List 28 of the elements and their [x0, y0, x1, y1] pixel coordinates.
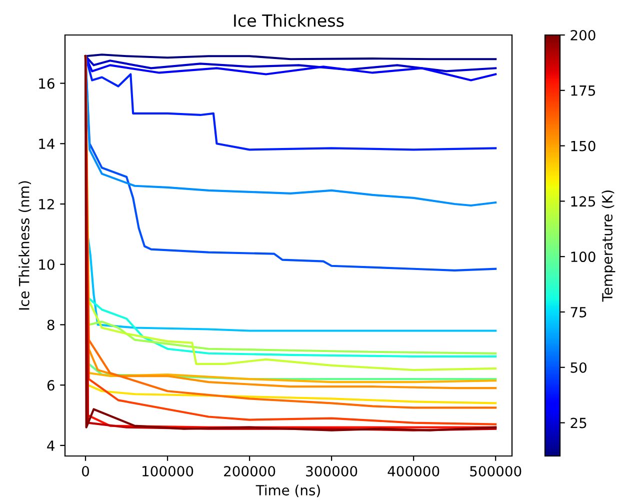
- color-bar-label: 150: [571, 140, 596, 152]
- color-bar-label: 75: [570, 307, 586, 318]
- line-series: [84, 55, 497, 82]
- x-tick-label: 400000: [388, 466, 440, 476]
- color-bar-label: 50: [570, 362, 586, 373]
- chart-title: Ice Thickness: [234, 14, 344, 27]
- y-tick-label: 4: [47, 440, 54, 451]
- y-tick-label: 6: [47, 380, 54, 391]
- color-bar-label: 125: [571, 196, 596, 207]
- color-bar-title: Temperature (K): [602, 190, 616, 302]
- x-tick-label: 500000: [470, 466, 522, 476]
- x-tick-label: 200000: [224, 466, 276, 476]
- y-axis-title: Ice Thickness (nm): [18, 181, 31, 310]
- line-series: [84, 55, 497, 72]
- y-tick-label: 16: [39, 78, 54, 89]
- color-bar-label: 175: [571, 86, 596, 96]
- color-bar-label: 100: [571, 252, 596, 262]
- color-bar-label: 25: [570, 418, 586, 428]
- x-tick-label: 100000: [142, 466, 194, 476]
- y-tick-label: 10: [39, 259, 54, 270]
- line-series: [84, 55, 497, 151]
- color-bar-label: 200: [570, 30, 596, 40]
- x-tick-label: 300000: [306, 466, 358, 476]
- y-tick-label: 14: [39, 138, 54, 149]
- x-tick-label: 0: [82, 466, 89, 476]
- y-tick-label: 12: [39, 198, 54, 210]
- x-axis-title: Time (ns): [256, 484, 320, 498]
- y-tick-label: 8: [47, 320, 54, 330]
